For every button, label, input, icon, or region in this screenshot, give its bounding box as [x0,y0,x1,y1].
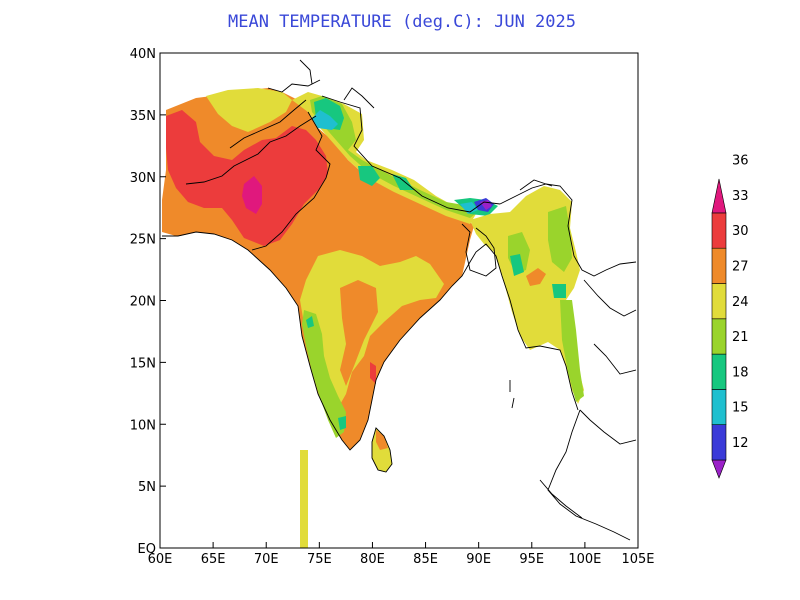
region-cool-westghats [302,310,346,438]
region-mild-west-top [206,88,292,132]
region-hot-east-coast [370,362,376,384]
boundaries [162,59,637,541]
y-tick-label: 15N [130,356,156,371]
border-afg [229,99,307,149]
colorbar-label: 21 [732,330,749,345]
y-tick-label: 5N [138,480,156,495]
colorbar-label: 12 [732,436,749,451]
y-tick-label: 10N [130,418,156,433]
colorbar-low-triangle [711,459,727,479]
x-tick-label: 90E [466,552,491,567]
region-warm-east-inset [526,268,546,286]
coast-srilanka [371,427,393,473]
region-hot-west [166,110,328,246]
x-tick-label: 100E [568,552,601,567]
region-cooler-ghats-dot [306,316,346,430]
border-china-myanmar [499,183,637,277]
colorbar-label: 36 [732,154,749,169]
x-tick-label: 80E [360,552,385,567]
border-indochina [579,279,637,445]
region-mild-deccan [300,250,444,408]
region-mild-strip [300,450,308,548]
colorbar-high-triangle [711,178,727,214]
border-himalaya [321,95,501,213]
colorbar-swatch [711,389,727,425]
coast-malay [539,409,631,541]
colorbar-label: 27 [732,260,749,275]
colorbar-label: 15 [732,401,749,416]
region-very-hot [242,176,262,214]
x-tick-label: 85E [413,552,438,567]
x-tick-label: 60E [148,552,173,567]
map-title: MEAN TEMPERATURE (deg.C): JUN 2025 [228,12,576,32]
colorbar-label: 24 [732,295,749,310]
x-axis: 60E 65E 70E 75E 80E 85E 90E 95E 100E 105E [148,542,655,567]
region-cold-himalaya [312,110,478,214]
region-cool-east [508,206,584,402]
x-tick-label: 70E [254,552,279,567]
coastline-main [162,231,579,451]
border-bangladesh [461,223,497,277]
y-tick-label: 30N [130,171,156,186]
border-iran-pak [185,115,317,185]
map-panel: 60E 65E 70E 75E 80E 85E 90E 95E 100E 105E EQ 5N 10N… [130,47,655,567]
colorbar-swatch [711,247,727,284]
colorbar-swatch [711,353,727,390]
y-tick-label: 20N [130,295,156,310]
colorbar-swatch [711,424,727,461]
border-pak-india [251,111,331,251]
colorbar: 12 15 18 21 24 27 30 33 36 [711,154,749,479]
colorbar-swatch [711,212,727,249]
colorbar-label: 33 [732,189,749,204]
region-cool-himalaya [310,96,478,218]
x-tick-label: 65E [201,552,226,567]
colorbar-label: 30 [732,224,749,239]
region-warm-west-inset [172,206,232,236]
x-tick-label: 95E [519,552,544,567]
andaman [509,380,515,409]
y-tick-label: 40N [130,47,156,62]
x-tick-label: 75E [307,552,332,567]
y-axis: EQ 5N 10N 15N 20N 25N 30N 35N 40N [130,47,166,557]
region-srilanka-orange [376,430,388,450]
y-tick-label: EQ [138,542,156,557]
border-north [267,59,553,191]
x-tick-label: 105E [621,552,654,567]
colorbar-swatch [711,283,727,320]
y-tick-label: 25N [130,233,156,248]
colorbar-swatch [711,318,727,355]
colorbar-label: 18 [732,365,749,380]
region-cooler-east [510,254,566,298]
region-warm-deccan-inset [340,280,378,386]
temperature-fill [162,88,584,548]
y-tick-label: 35N [130,109,156,124]
